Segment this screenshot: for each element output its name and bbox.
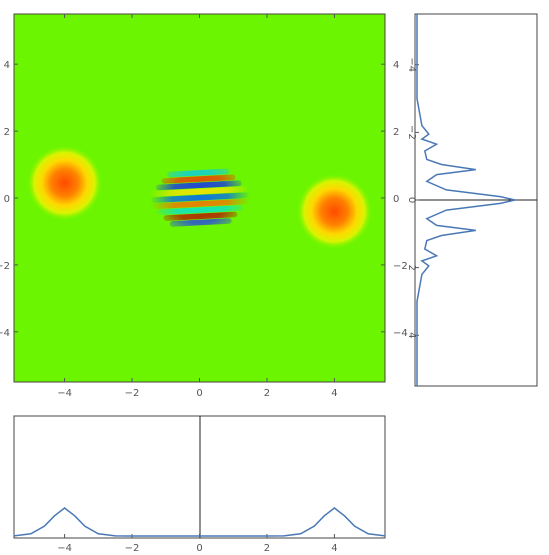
x-tick-label: −4	[57, 388, 72, 399]
fringe-band	[157, 205, 244, 215]
x-tick-label: 0	[196, 543, 202, 554]
y-marginal-curve	[416, 14, 516, 386]
y-tick-label: 0	[4, 194, 10, 205]
x-tick-label: −2	[125, 388, 140, 399]
x-tick-label: 4	[331, 543, 337, 554]
density-blob	[26, 144, 103, 221]
y-marginal-plot: −4 −2 0 2 4	[406, 13, 538, 387]
y-tick-label: 4	[4, 60, 10, 71]
fringe-band	[150, 186, 249, 197]
fringe-band	[163, 211, 238, 221]
y-tick-label: −4	[0, 328, 10, 339]
fringe-band	[155, 180, 242, 191]
x-marginal-curve	[13, 507, 386, 537]
x-tick-label: −2	[125, 543, 140, 554]
x-tick-label: 4	[331, 388, 337, 399]
y-tick-label-right: 0	[393, 194, 399, 205]
y-tick-label-right: −2	[393, 261, 408, 272]
density-blob	[296, 173, 373, 250]
fringe-band	[144, 192, 255, 204]
fringe-band	[161, 174, 236, 184]
interference-fringes	[144, 168, 255, 227]
x-tick-label: 2	[264, 543, 270, 554]
y-tick-label-right: −4	[393, 328, 408, 339]
y-tick-label: 2	[406, 264, 417, 270]
y-tick-label: 2	[4, 127, 10, 138]
y-tick-label: 0	[406, 197, 417, 203]
x-tick-label: 0	[196, 388, 202, 399]
x-tick-label: 2	[264, 388, 270, 399]
fringe-band	[150, 198, 249, 210]
fringe-band	[169, 218, 232, 227]
y-tick-label: −2	[0, 261, 10, 272]
x-tick-label: −4	[57, 543, 72, 554]
y-tick-label-right: 4	[393, 60, 399, 71]
density-plot: −4 −2 0 2 4 4 4 2 2 0 0 −2 −2 −4 −4	[0, 13, 408, 399]
y-tick-label: 4	[406, 332, 417, 338]
x-marginal-plot: −4 −2 0 2 4	[13, 415, 386, 554]
y-tick-label: −2	[406, 125, 417, 140]
y-tick-label-right: 2	[393, 127, 399, 138]
y-tick-label: −4	[406, 57, 417, 72]
fringe-band	[167, 168, 230, 178]
